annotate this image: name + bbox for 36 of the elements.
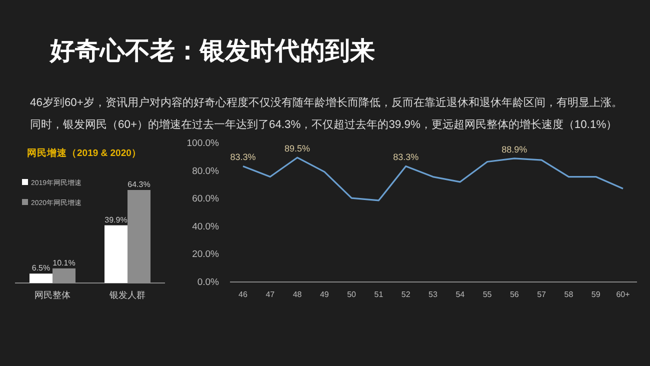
- chart-title: 好奇心不老：银发时代的到来: [50, 36, 375, 67]
- bar: [104, 225, 128, 283]
- x-tick-label: 49: [320, 290, 330, 299]
- y-tick-label: 60.0%: [192, 194, 220, 205]
- data-label: 88.9%: [502, 144, 528, 154]
- chart-title: 网民增速（2019 & 2020）: [27, 147, 142, 160]
- data-label: 10.1%: [52, 258, 76, 268]
- x-tick-label: 56: [510, 290, 520, 299]
- bar: [30, 274, 52, 283]
- x-tick-label: 51: [374, 290, 384, 299]
- x-tick-label: 57: [537, 290, 547, 299]
- y-tick-label: 20.0%: [192, 249, 220, 260]
- x-tick-label: 55: [482, 290, 492, 299]
- x-tick-label: 网民整体: [34, 290, 70, 300]
- y-tick-label: 0.0%: [197, 277, 220, 288]
- x-tick-label: 48: [292, 290, 302, 299]
- y-tick-label: 80.0%: [192, 166, 220, 177]
- x-tick-label: 46: [238, 290, 248, 299]
- x-tick-label: 59: [591, 290, 601, 299]
- data-label: 89.5%: [284, 144, 310, 154]
- x-tick-label: 58: [564, 290, 574, 299]
- x-tick-label: 50: [347, 290, 357, 299]
- x-tick-label: 53: [428, 290, 438, 299]
- chart-subtitle: 46岁到60+岁，资讯用户对内容的好奇心程度不仅没有随年龄增长而降低，反而在靠近退休和退休年龄区间，有明显上涨。同时，银发网民（60+）的增速在过去一年达到了64.3%，不仅超过去年的39.9%，更远超网民整体的增长速度（10.1%）: [30, 96, 624, 133]
- x-tick-label: 47: [266, 290, 276, 299]
- data-label: 6.5%: [32, 264, 50, 273]
- y-tick-label: 100.0%: [186, 138, 220, 149]
- y-tick-label: 40.0%: [192, 221, 220, 232]
- data-label: 64.3%: [128, 180, 150, 189]
- x-tick-label: 银发人群: [108, 290, 146, 300]
- x-tick-label: 60+: [616, 290, 630, 299]
- x-tick-label: 54: [456, 290, 466, 299]
- data-label: 39.9%: [104, 215, 128, 224]
- data-label: 83.3%: [230, 152, 256, 162]
- data-label: 83.3%: [393, 152, 419, 162]
- x-tick-label: 52: [401, 290, 411, 299]
